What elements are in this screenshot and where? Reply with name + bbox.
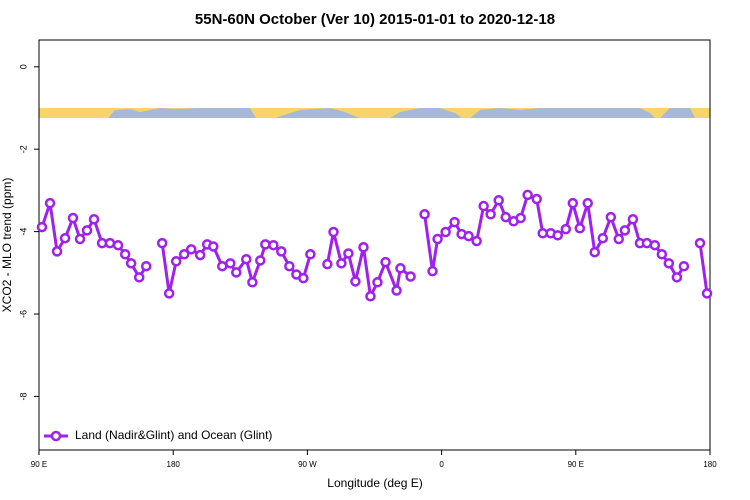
plot-frame [38, 39, 711, 451]
point [247, 277, 258, 288]
point [380, 256, 391, 268]
point [478, 200, 489, 212]
point [449, 216, 460, 228]
legend-label: Land (Nadir&Glint) and Ocean (Glint) [75, 428, 272, 442]
point [613, 233, 624, 245]
point [112, 239, 124, 251]
point [605, 211, 617, 223]
point [350, 276, 361, 287]
point [322, 258, 333, 270]
point [119, 249, 131, 260]
x-tick-label: 90 E [31, 460, 47, 469]
point [328, 226, 339, 238]
point [432, 233, 443, 245]
x-tick-label: 180 [703, 460, 717, 469]
point [343, 248, 354, 259]
point [471, 235, 482, 247]
point [522, 189, 533, 201]
point [463, 230, 474, 242]
point [391, 285, 402, 296]
point [241, 253, 252, 265]
point [701, 288, 713, 299]
point [649, 239, 661, 251]
point [170, 256, 182, 267]
point [589, 246, 600, 258]
point [81, 225, 93, 236]
point [276, 246, 287, 257]
point [156, 237, 168, 249]
point [36, 221, 48, 233]
point [619, 225, 631, 236]
point [500, 211, 511, 223]
point [405, 271, 416, 282]
point [194, 249, 206, 261]
y-axis-label: XCO2 - MLO trend (ppm) [0, 178, 14, 313]
point [515, 212, 526, 224]
point [365, 291, 376, 302]
point [298, 272, 309, 284]
x-tick-label: 0 [439, 460, 444, 469]
point [178, 249, 190, 260]
point [208, 241, 219, 252]
point [582, 197, 593, 209]
point [305, 249, 316, 260]
point [560, 223, 572, 235]
point [217, 260, 228, 272]
point [88, 213, 100, 225]
point [163, 288, 175, 299]
point [336, 258, 347, 269]
y-tick-label: -4 [18, 228, 28, 236]
land-ocean-strip [39, 108, 710, 118]
point [440, 226, 451, 238]
point [372, 277, 383, 288]
point [574, 223, 586, 234]
point [597, 232, 609, 244]
point [133, 272, 145, 283]
point [284, 260, 295, 272]
point [185, 244, 197, 255]
point [427, 265, 438, 277]
point [125, 258, 137, 269]
point [552, 230, 564, 241]
point [231, 267, 242, 278]
point [225, 258, 236, 269]
point [493, 195, 504, 206]
point [140, 260, 152, 272]
point [104, 237, 116, 249]
point [694, 237, 706, 249]
point [663, 258, 675, 269]
point [419, 209, 430, 220]
point [59, 232, 71, 244]
point [260, 239, 271, 250]
x-tick-label: 90 E [568, 460, 584, 469]
point [51, 246, 63, 257]
point [567, 197, 579, 209]
point [656, 249, 668, 260]
point [255, 255, 266, 266]
x-tick-label: 90 W [298, 460, 317, 469]
point [395, 263, 406, 274]
chart-title: 55N-60N October (Ver 10) 2015-01-01 to 2… [195, 11, 555, 28]
point [67, 212, 79, 224]
x-axis-label: Longitude (deg E) [327, 476, 422, 490]
point [627, 213, 639, 225]
point [358, 242, 369, 253]
point [485, 209, 496, 220]
point [268, 239, 279, 251]
point [678, 260, 690, 272]
y-tick-label: -8 [18, 392, 28, 400]
point [531, 193, 542, 205]
y-tick-label: -6 [18, 310, 28, 318]
point [44, 197, 56, 209]
x-tick-label: 180 [167, 460, 181, 469]
point [74, 233, 86, 245]
point [537, 228, 548, 239]
y-tick-label: 0 [18, 64, 28, 69]
y-tick-label: -2 [18, 145, 28, 153]
point [671, 272, 683, 283]
legend-marker [50, 430, 62, 442]
